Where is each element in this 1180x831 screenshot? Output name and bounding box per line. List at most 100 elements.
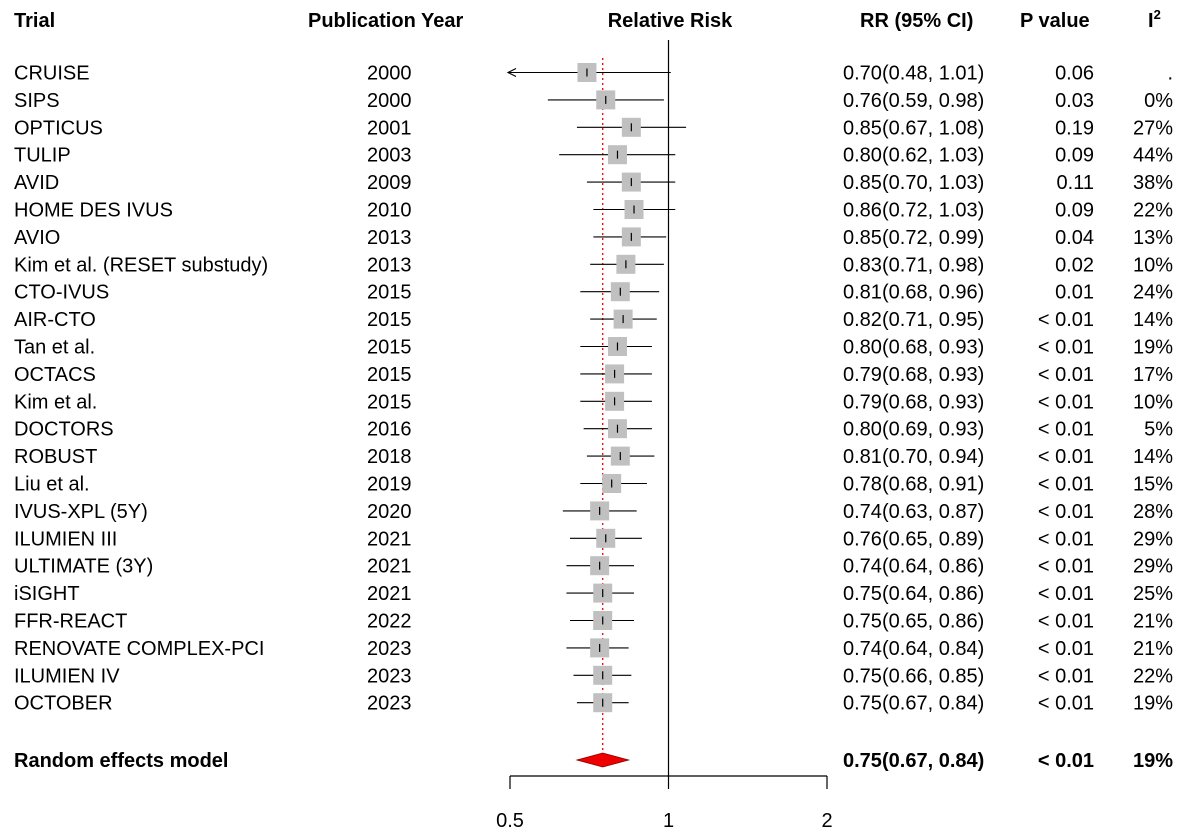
study-row: HOME DES IVUS 2010 0.86 (0.72, 1.03) 0.09 22% [14,200,1173,222]
header-p-value: P value [1020,10,1090,32]
publication-year: 2015 [367,337,412,359]
trial-name: DOCTORS [14,419,114,441]
p-value: 0.02 [1055,254,1094,276]
ci-truncation-arrow [506,68,517,77]
i2-value: 10% [1133,254,1173,276]
i2-value: 14% [1133,446,1173,468]
summary-row: Random effects model 0.75 (0.67, 0.84) < 0.… [14,750,1173,772]
rr-value: 0.75 [843,583,882,605]
ci-text: (0.64, 0.86) [882,583,984,605]
ci-text: (0.69, 0.93) [882,419,984,441]
rr-value: 0.86 [843,200,882,222]
rr-value: 0.75 [843,611,882,633]
study-row: iSIGHT 2021 0.75 (0.64, 0.86) < 0.01 25% [14,583,1173,605]
rr-value: 0.74 [843,638,882,660]
rr-value: 0.85 [843,117,882,139]
i2-value: 5% [1144,419,1173,441]
header-relative-risk: Relative Risk [608,10,733,32]
i2-value: 38% [1133,172,1173,194]
rr-value: 0.76 [843,90,882,112]
ci-text: (0.67, 0.84) [882,693,984,715]
rr-value: 0.75 [843,665,882,687]
trial-name: Tan et al. [14,337,95,359]
study-row: ILUMIEN III 2021 0.76 (0.65, 0.89) < 0.01 29% [14,528,1173,550]
trial-name: RENOVATE COMPLEX-PCI [14,638,264,660]
p-value: < 0.01 [1038,611,1094,633]
publication-year: 2003 [367,145,412,167]
ci-text: (0.62, 1.03) [882,145,984,167]
header-row: Trial Publication Year Relative Risk RR … [14,7,1161,32]
i2-value: 21% [1133,611,1173,633]
ci-text: (0.72, 1.03) [882,200,984,222]
header-year: Publication Year [308,10,463,32]
p-value: < 0.01 [1038,665,1094,687]
publication-year: 2021 [367,556,412,578]
summary-ci-text: (0.67, 0.84) [882,750,984,772]
ci-text: (0.72, 0.99) [882,227,984,249]
rr-value: 0.83 [843,254,882,276]
i2-value: 17% [1133,364,1173,386]
publication-year: 2023 [367,693,412,715]
i2-value: 15% [1133,474,1173,496]
study-row: AVIO 2013 0.85 (0.72, 0.99) 0.04 13% [14,227,1173,249]
x-axis: 0.5 1 2 [496,775,833,831]
x-tick-label: 0.5 [496,810,524,831]
summary-p-value: < 0.01 [1038,750,1094,772]
trial-name: OCTACS [14,364,96,386]
i2-value: 44% [1133,145,1173,167]
x-tick-label: 2 [821,810,832,831]
study-row: OPTICUS 2001 0.85 (0.67, 1.08) 0.19 27% [14,117,1173,139]
trial-name: OCTOBER [14,693,113,715]
rr-value: 0.80 [843,337,882,359]
p-value: < 0.01 [1038,391,1094,413]
rr-value: 0.85 [843,227,882,249]
trial-name: AIR-CTO [14,309,96,331]
study-row: Liu et al. 2019 0.78 (0.68, 0.91) < 0.01 15% [14,474,1173,496]
i2-value: 10% [1133,391,1173,413]
ci-text: (0.64, 0.86) [882,556,984,578]
publication-year: 2021 [367,583,412,605]
publication-year: 2022 [367,611,412,633]
i2-value: 22% [1133,200,1173,222]
p-value: 0.19 [1055,117,1094,139]
ci-text: (0.65, 0.86) [882,611,984,633]
ci-text: (0.71, 0.95) [882,309,984,331]
i2-value: 25% [1133,583,1173,605]
rr-value: 0.74 [843,501,882,523]
p-value: 0.09 [1055,145,1094,167]
p-value: < 0.01 [1038,501,1094,523]
study-row: FFR-REACT 2022 0.75 (0.65, 0.86) < 0.01 21% [14,611,1173,633]
publication-year: 2013 [367,227,412,249]
study-row: SIPS 2000 0.76 (0.59, 0.98) 0.03 0% [14,90,1173,112]
trial-name: SIPS [14,90,60,112]
rr-value: 0.80 [843,145,882,167]
p-value: 0.11 [1057,172,1094,194]
rr-value: 0.80 [843,419,882,441]
rr-value: 0.85 [843,172,882,194]
ci-text: (0.67, 1.08) [882,117,984,139]
x-tick-label: 1 [663,810,674,831]
i2-value: . [1167,63,1173,85]
trial-name: ULTIMATE (3Y) [14,556,153,578]
study-row: CTO-IVUS 2015 0.81 (0.68, 0.96) 0.01 24% [14,282,1173,304]
rr-value: 0.78 [843,474,882,496]
p-value: 0.04 [1055,227,1094,249]
trial-name: IVUS-XPL (5Y) [14,501,148,523]
trial-name: iSIGHT [14,583,80,605]
p-value: < 0.01 [1038,638,1094,660]
p-value: 0.06 [1055,63,1094,85]
publication-year: 2000 [367,63,412,85]
study-row: AVID 2009 0.85 (0.70, 1.03) 0.11 38% [14,172,1173,194]
study-row: ILUMIEN IV 2023 0.75 (0.66, 0.85) < 0.01 22% [14,665,1173,687]
p-value: 0.09 [1055,200,1094,222]
rr-value: 0.70 [843,63,882,85]
publication-year: 2023 [367,665,412,687]
trial-name: HOME DES IVUS [14,200,173,222]
p-value: < 0.01 [1038,337,1094,359]
ci-text: (0.64, 0.84) [882,638,984,660]
p-value: < 0.01 [1038,693,1094,715]
trial-name: OPTICUS [14,117,103,139]
ci-text: (0.65, 0.89) [882,528,984,550]
publication-year: 2009 [367,172,412,194]
ci-text: (0.68, 0.93) [882,337,984,359]
